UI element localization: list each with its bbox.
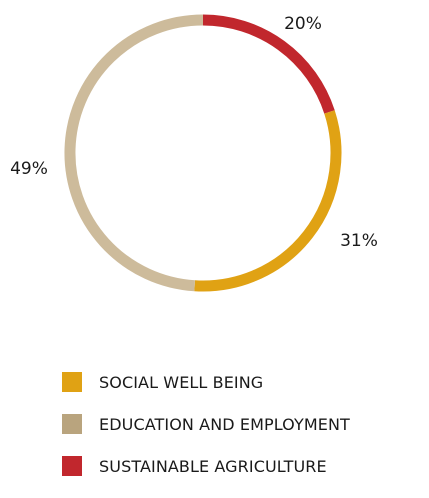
value-label-sustainable-agriculture: 20% [284,14,322,34]
legend-item-education-and-employment: EDUCATION AND EMPLOYMENT [62,414,350,434]
legend-item-social-well-being: SOCIAL WELL BEING [62,372,350,392]
legend-label-education-and-employment: EDUCATION AND EMPLOYMENT [99,414,350,434]
donut-chart: 31% 49% 20% [10,14,378,292]
donut-arcs [64,14,342,292]
legend-swatch-education-and-employment [62,414,82,434]
value-label-education-and-employment: 49% [10,159,48,179]
donut-segment-education-and-employment [64,14,204,292]
legend-swatch-social-well-being [62,372,82,392]
value-label-social-well-being: 31% [340,231,378,251]
donut-value-labels: 31% 49% 20% [10,14,378,251]
legend-swatch-sustainable-agriculture [62,456,82,476]
legend-label-sustainable-agriculture: SUSTAINABLE AGRICULTURE [99,456,327,476]
donut-segment-sustainable-agriculture [202,14,335,114]
legend-item-sustainable-agriculture: SUSTAINABLE AGRICULTURE [62,456,350,476]
donut-segment-social-well-being [194,110,342,292]
chart-legend: SOCIAL WELL BEING EDUCATION AND EMPLOYME… [62,372,350,498]
legend-label-social-well-being: SOCIAL WELL BEING [99,372,264,392]
